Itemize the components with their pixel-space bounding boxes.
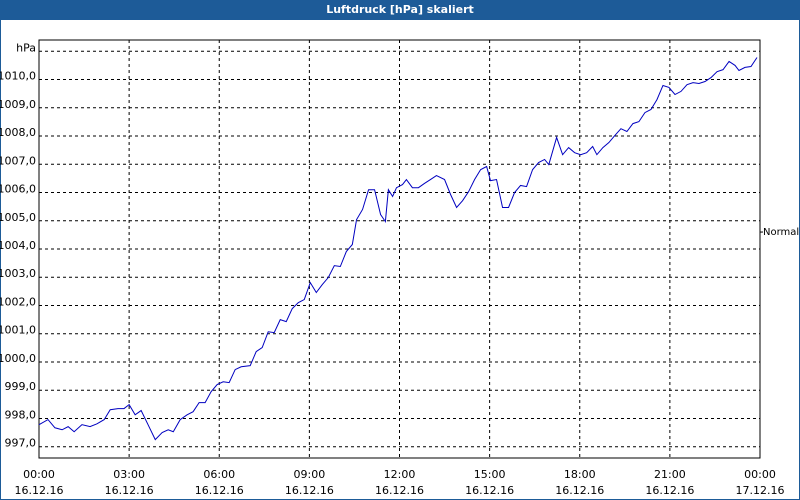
- y-tick-label: 1007,0: [0, 154, 36, 167]
- title-bar: [0, 0, 800, 20]
- x-tick-date: 16.12.16: [465, 484, 514, 497]
- chart-title: Luftdruck [hPa] skaliert: [326, 3, 474, 16]
- x-tick-label: 18:00: [564, 468, 596, 481]
- x-tick-date: 16.12.16: [555, 484, 604, 497]
- x-tick-date: 16.12.16: [15, 484, 64, 497]
- x-tick-label: 03:00: [113, 468, 145, 481]
- y-tick-label: 1009,0: [0, 98, 36, 111]
- y-tick-label: hPa: [16, 41, 36, 54]
- x-tick-label: 21:00: [654, 468, 686, 481]
- y-tick-label: 1006,0: [0, 183, 36, 196]
- y-tick-label: 999,0: [5, 380, 37, 393]
- x-tick-label: 00:00: [23, 468, 55, 481]
- y-tick-label: 1003,0: [0, 267, 36, 280]
- x-tick-label: 06:00: [203, 468, 235, 481]
- y-tick-label: 1001,0: [0, 324, 36, 337]
- y-tick-label: 1005,0: [0, 211, 36, 224]
- x-tick-label: 12:00: [384, 468, 416, 481]
- x-tick-date: 17.12.16: [736, 484, 785, 497]
- x-tick-date: 16.12.16: [285, 484, 334, 497]
- x-tick-label: 15:00: [474, 468, 506, 481]
- x-tick-label: 00:00: [744, 468, 776, 481]
- x-tick-date: 16.12.16: [195, 484, 244, 497]
- y-tick-label: 1002,0: [0, 295, 36, 308]
- x-tick-label: 09:00: [294, 468, 326, 481]
- line-series: [38, 57, 758, 441]
- y-tick-label: 1004,0: [0, 239, 36, 252]
- y-tick-label: 1000,0: [0, 352, 36, 365]
- y-tick-label: 1010,0: [0, 70, 36, 83]
- y-tick-label: 998,0: [5, 408, 37, 421]
- x-tick-date: 16.12.16: [645, 484, 694, 497]
- x-tick-date: 16.12.16: [105, 484, 154, 497]
- y-tick-label: 1008,0: [0, 126, 36, 139]
- annotation: Normal: [763, 227, 799, 238]
- y-tick-label: 997,0: [5, 437, 37, 450]
- x-tick-date: 16.12.16: [375, 484, 424, 497]
